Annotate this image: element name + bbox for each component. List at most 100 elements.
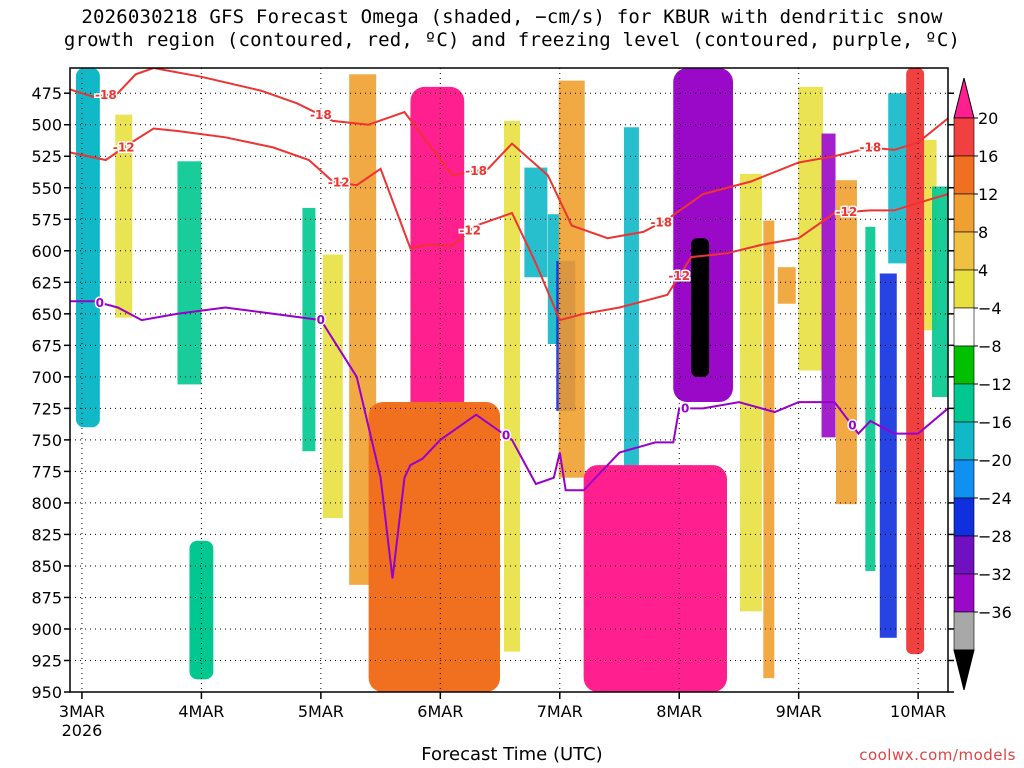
y-tick-label: 600	[31, 242, 62, 261]
colorbar-top-cap	[953, 77, 975, 119]
credit-link[interactable]: coolwx.com/models	[859, 746, 1016, 764]
chart-title: 2026030218 GFS Forecast Omega (shaded, −…	[0, 6, 1024, 52]
omega-column	[865, 226, 876, 571]
colorbar-label: 8	[978, 223, 988, 242]
contour-label: -18	[650, 215, 672, 229]
omega-column	[524, 167, 548, 278]
colorbar-label: −20	[978, 451, 1012, 470]
colorbar-label: −12	[978, 375, 1012, 394]
colorbar-label: 20	[978, 109, 998, 128]
colorbar-segment	[953, 193, 975, 233]
colorbar-bottom-cap	[953, 649, 975, 691]
colorbar-segment	[953, 345, 975, 385]
omega-column	[115, 114, 133, 318]
omega-column	[177, 161, 202, 385]
y-tick-label: 550	[31, 179, 62, 198]
colorbar-segment	[953, 459, 975, 499]
contour-label: -12	[113, 141, 135, 155]
colorbar-label: −16	[978, 413, 1012, 432]
omega-column	[763, 220, 775, 679]
y-tick-label: 825	[31, 525, 62, 544]
colorbar-segment	[953, 611, 975, 651]
contour-label: 0	[317, 313, 325, 327]
omega-region	[673, 68, 733, 403]
omega-column	[302, 207, 316, 452]
y-tick-label: 525	[31, 147, 62, 166]
x-tick-label: 6MAR	[417, 702, 463, 721]
y-tick-label: 475	[31, 84, 62, 103]
contour-label: -12	[836, 205, 858, 219]
title-line-1: 2026030218 GFS Forecast Omega (shaded, −…	[81, 6, 943, 28]
y-tick-label: 625	[31, 273, 62, 292]
contour-label: 0	[96, 296, 104, 310]
grid	[70, 68, 948, 693]
y-tick-label: 900	[31, 620, 62, 639]
contour-label: -18	[95, 88, 117, 102]
y-tick-label: 500	[31, 116, 62, 135]
omega-region	[189, 540, 214, 680]
colorbar-segment	[953, 307, 975, 347]
y-tick-label: 675	[31, 336, 62, 355]
y-tick-label: 650	[31, 305, 62, 324]
y-tick-label: 775	[31, 462, 62, 481]
omega-column	[777, 267, 796, 304]
colorbar-label: 4	[978, 261, 988, 280]
colorbar-label: −36	[978, 603, 1012, 622]
y-tick-label: 850	[31, 557, 62, 576]
colorbar-label: 16	[978, 147, 998, 166]
omega-column	[322, 254, 343, 519]
omega-column	[932, 186, 948, 398]
colorbar-segment	[953, 155, 975, 195]
omega-region	[368, 402, 501, 692]
x-tick-sublabel: 2026	[62, 721, 103, 740]
contour-label: -18	[310, 108, 332, 122]
contour-label: -18	[465, 164, 487, 178]
x-axis-label: Forecast Time (UTC)	[421, 744, 603, 765]
colorbar-label: −24	[978, 489, 1012, 508]
x-tick-label: 5MAR	[298, 702, 344, 721]
colorbar-segment	[953, 497, 975, 537]
colorbar: 20 16 12 8 4 −4 −8 −12 −16 −20 −24 −28 −32 −36	[953, 77, 1012, 691]
omega-column	[503, 120, 520, 652]
x-tick-label: 3MAR	[59, 702, 105, 721]
colorbar-segment	[953, 383, 975, 423]
colorbar-label: −4	[978, 299, 1002, 318]
x-tick-label: 9MAR	[776, 702, 822, 721]
x-tick-label: 10MAR	[890, 702, 946, 721]
contour-label: 0	[681, 401, 689, 415]
colorbar-label: −8	[978, 337, 1002, 356]
colorbar-label: −32	[978, 565, 1012, 584]
colorbar-label: 12	[978, 185, 998, 204]
contour-line-2	[70, 300, 948, 579]
omega-column	[739, 173, 762, 612]
contours: -18 -18 -18 -18 -18 -12 -12 -12 -12 -12 0 0 0 0 0	[70, 68, 948, 579]
colorbar-segment	[953, 231, 975, 271]
plot-frame	[69, 67, 949, 693]
omega-region	[583, 465, 728, 692]
colorbar-segment	[953, 269, 975, 309]
y-tick-label: 875	[31, 588, 62, 607]
omega-column	[879, 273, 897, 638]
omega-region	[906, 68, 925, 655]
y-tick-label: 725	[31, 399, 62, 418]
contour-line-0	[70, 68, 948, 240]
colorbar-segment	[953, 117, 975, 157]
colorbar-segment	[953, 573, 975, 613]
y-tick-label: 575	[31, 210, 62, 229]
omega-column	[821, 133, 836, 438]
y-tick-label: 800	[31, 494, 62, 513]
colorbar-segment	[953, 535, 975, 575]
contour-label: -12	[459, 224, 481, 238]
y-tick-label: 925	[31, 651, 62, 670]
y-tick-label: 700	[31, 368, 62, 387]
contour-label: -18	[860, 140, 882, 154]
x-tick-label: 4MAR	[178, 702, 224, 721]
omega-field	[70, 68, 948, 692]
contour-label: -12	[328, 175, 350, 189]
title-line-2: growth region (contoured, red, ºC) and f…	[63, 29, 961, 51]
contour-label: 0	[502, 429, 510, 443]
y-tick-label: 950	[31, 683, 62, 702]
y-axis: 475 500 525 550 575 600 625 650 675 700 725 750 775 8…	[31, 84, 954, 702]
